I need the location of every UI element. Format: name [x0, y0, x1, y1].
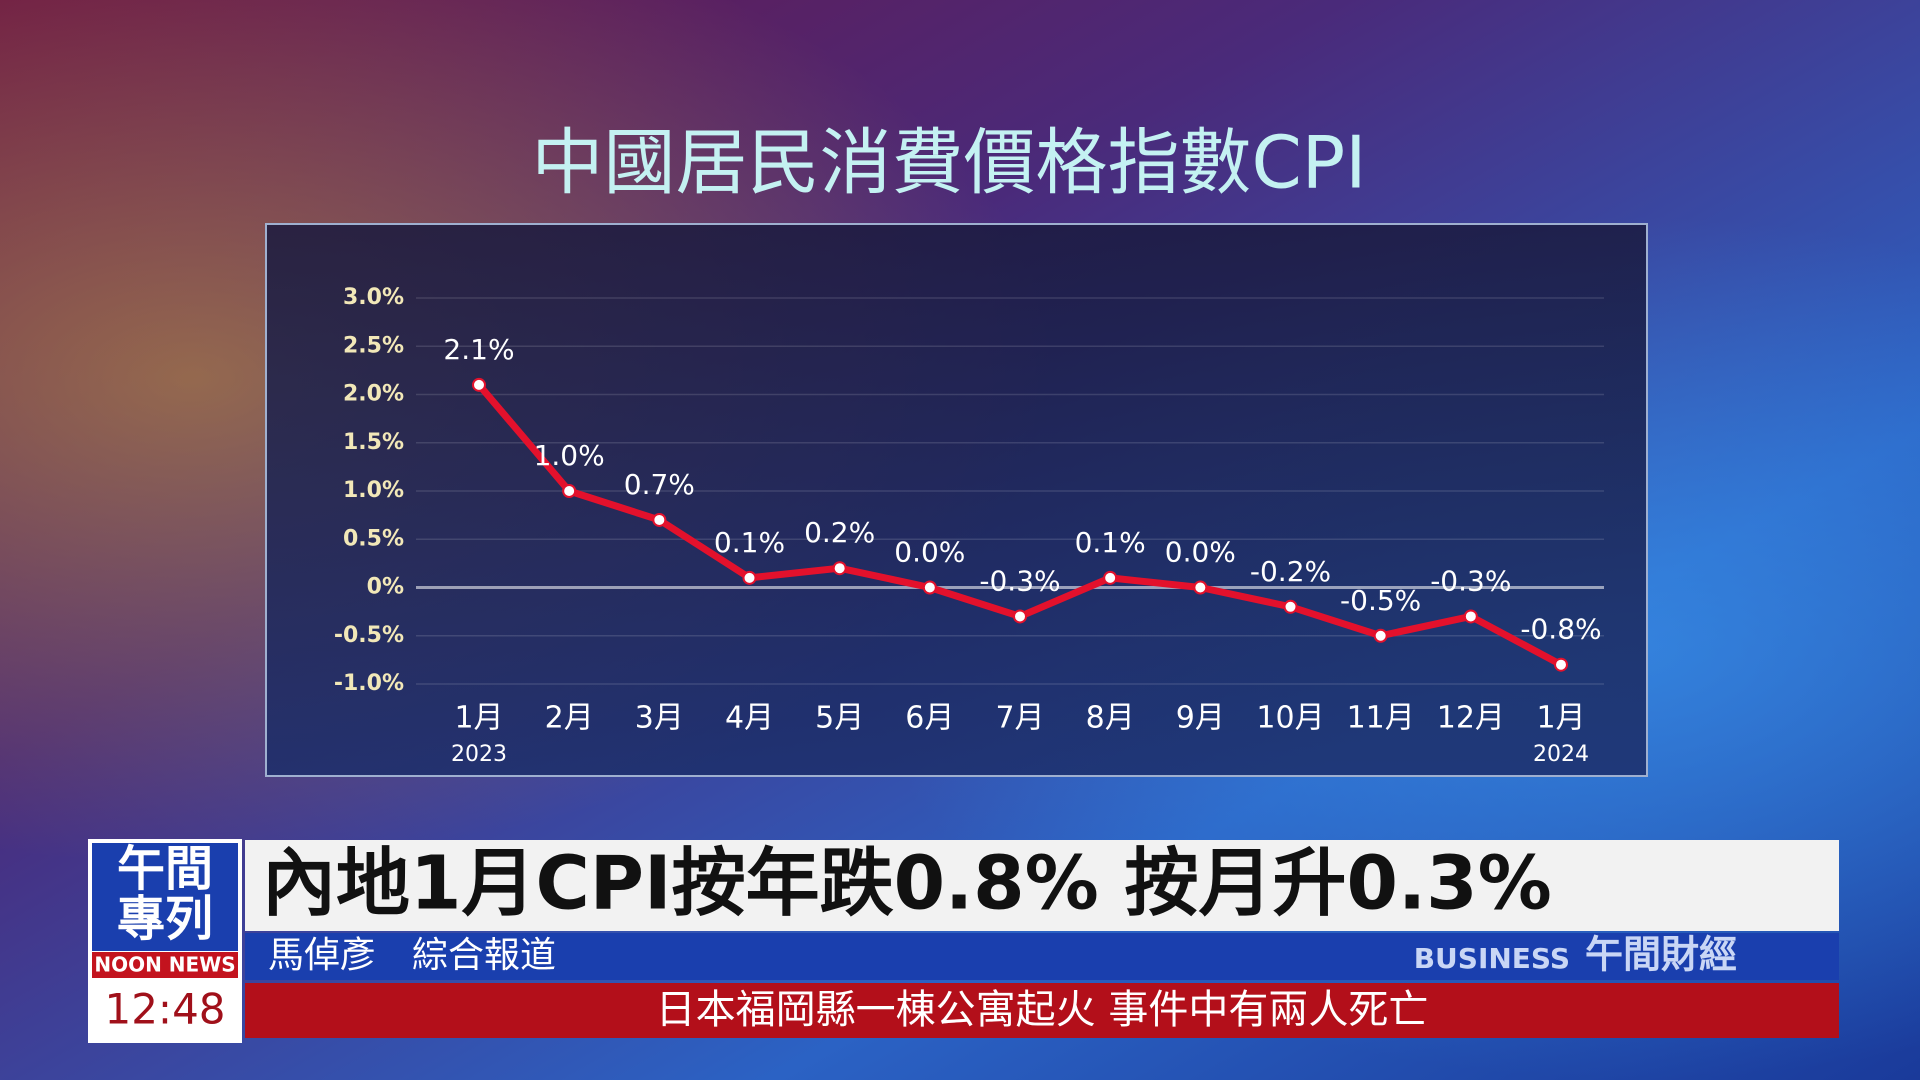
value-label: -0.2% [1250, 555, 1331, 588]
point [1013, 609, 1027, 624]
point [1103, 570, 1118, 585]
x-year-label: 2023 [451, 742, 507, 767]
point [922, 580, 937, 595]
point [562, 484, 577, 498]
x-tick-label: 4月 [725, 701, 774, 736]
value-label: 0.2% [804, 516, 875, 549]
x-tick-label: 7月 [995, 701, 1044, 736]
value-label: 0.7% [624, 468, 695, 501]
x-tick-label: 2月 [545, 701, 594, 736]
headline-bar [245, 840, 1839, 931]
y-tick-label: 0% [367, 575, 404, 600]
chart-panel [265, 223, 1648, 777]
x-tick-label: 12月 [1437, 701, 1505, 736]
ticker: 日本福岡縣一棟公寓起火 事件中有兩人死亡 [656, 987, 1429, 1033]
x-tick-label: 5月 [815, 701, 864, 736]
y-tick-label: 1.0% [343, 478, 404, 503]
logo-box [92, 843, 238, 951]
x-tick-label: 6月 [905, 701, 954, 736]
x-year-label: 2024 [1533, 742, 1589, 767]
x-tick-label: 9月 [1176, 701, 1225, 736]
value-label: -0.3% [1430, 564, 1511, 597]
plot: 3.0% 2.5% 2.0% 1.5% 1.0% 0.5% 0% -0.5% -1.0% 1月 20… [334, 285, 1604, 767]
value-label: 1.0% [534, 439, 605, 472]
logo-title: 午間 [117, 841, 213, 897]
value-label: 2.1% [443, 333, 514, 366]
x-tick-label: 1月 [1536, 701, 1585, 736]
logo-title: 專列 [117, 891, 213, 947]
y-tick-label: 0.5% [343, 526, 404, 551]
x-tick-label: 3月 [635, 701, 684, 736]
clock: 12:48 [104, 985, 225, 1034]
reporter-bar [245, 933, 1839, 980]
y-tick-label: -1.0% [334, 671, 404, 696]
value-label: -0.3% [979, 564, 1060, 597]
y-tick-label: 2.5% [343, 333, 404, 358]
point [1463, 609, 1478, 624]
x-tick-label: 11月 [1347, 701, 1415, 736]
headline: 內地1月CPI按年跌0.8% 按月升0.3% [262, 841, 1552, 927]
value-label: -0.8% [1520, 613, 1601, 646]
value-label: 0.0% [894, 536, 965, 569]
brand-zh: 午間財經 [1585, 933, 1737, 977]
point [652, 512, 667, 527]
point [1554, 657, 1568, 672]
y-tick-label: 3.0% [343, 285, 404, 310]
ticker-bar [245, 983, 1839, 1038]
point [832, 561, 847, 576]
value-label: -0.5% [1340, 584, 1421, 617]
point [1193, 580, 1208, 595]
chart-title: 中國居民消費價格指數CPI [532, 121, 1367, 205]
point [742, 570, 757, 585]
y-tick-label: -0.5% [334, 623, 404, 648]
value-label: 0.0% [1165, 536, 1236, 569]
point [1283, 599, 1298, 614]
logo-sub: NOON NEWS [94, 953, 235, 977]
x-tick-label: 1月 [454, 701, 503, 736]
x-tick-label: 10月 [1256, 701, 1324, 736]
brand-en: BUSINESS [1414, 942, 1570, 975]
value-label: 0.1% [1075, 526, 1146, 559]
x-tick-label: 8月 [1086, 701, 1135, 736]
y-tick-label: 2.0% [343, 382, 404, 407]
point [1373, 628, 1388, 643]
reporter: 馬倬彥 綜合報道 [268, 935, 556, 976]
point [472, 377, 486, 392]
logo-sub-box [92, 952, 238, 978]
value-label: 0.1% [714, 526, 785, 559]
y-tick-label: 1.5% [343, 430, 404, 455]
